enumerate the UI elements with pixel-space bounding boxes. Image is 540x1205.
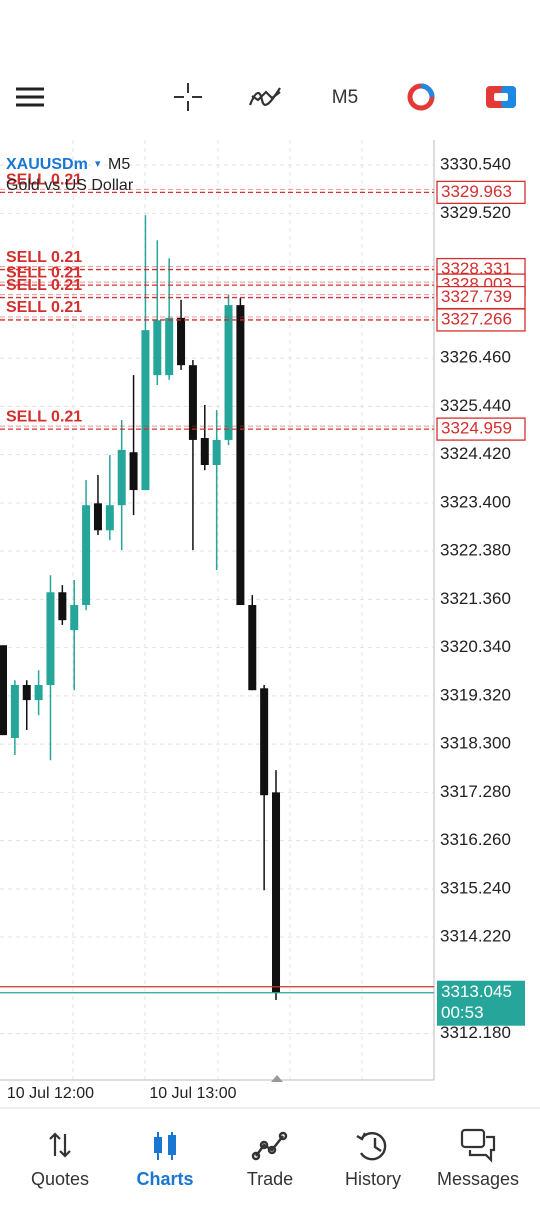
indicators-button[interactable] (248, 87, 281, 106)
symbol-dropdown[interactable]: ▾ (95, 158, 101, 170)
candle-body (153, 320, 162, 376)
candle-body (236, 305, 245, 606)
candle-body (165, 317, 174, 376)
candle-body (141, 330, 150, 491)
scroll-marker[interactable] (271, 1075, 283, 1082)
candle-body (188, 365, 197, 440)
menu-button[interactable] (16, 87, 44, 107)
candle-body (117, 449, 126, 506)
candle-body (34, 684, 43, 701)
current-price-label: 3313.045 (441, 982, 512, 1001)
candle-body (248, 605, 257, 691)
order-price-label: 3327.266 (441, 309, 512, 328)
trade-signals-button[interactable] (407, 83, 435, 111)
y-tick-label: 3329.520 (440, 203, 511, 222)
order-label: SELL 0.21 (6, 172, 82, 189)
order-label: SELL 0.21 (6, 299, 82, 316)
candle-body (0, 645, 7, 736)
one-click-button[interactable] (486, 86, 516, 108)
y-tick-label: 3317.280 (440, 782, 511, 801)
y-tick-label: 3322.380 (440, 541, 511, 560)
timeframe-button[interactable]: M5 (332, 87, 358, 108)
candle-body (177, 317, 186, 366)
order-price-label: 3324.959 (441, 419, 512, 438)
nav-label[interactable]: Trade (247, 1169, 293, 1189)
candle-body (200, 438, 209, 466)
candle-body (105, 505, 114, 531)
order-label: SELL 0.21 (6, 277, 82, 294)
candle-body (212, 439, 221, 466)
nav-label[interactable]: History (345, 1169, 401, 1189)
candle-body (58, 592, 67, 621)
x-tick-label: 10 Jul 13:00 (149, 1085, 236, 1102)
y-tick-label: 3320.340 (440, 637, 511, 656)
y-tick-label: 3312.180 (440, 1023, 511, 1042)
order-price-box (436, 308, 526, 332)
x-tick-label: 10 Jul 12:00 (7, 1085, 94, 1102)
charts-icon[interactable] (154, 1132, 176, 1160)
y-tick-label: 3321.360 (440, 589, 511, 608)
order-price-label: 3328.331 (441, 259, 512, 278)
order-price-box (436, 417, 526, 441)
y-tick-label: 3316.260 (440, 830, 511, 849)
current-price-box (437, 980, 525, 1026)
candle-body (260, 688, 269, 796)
nav-label[interactable]: Charts (136, 1169, 193, 1189)
y-tick-label: 3330.540 (440, 155, 511, 174)
quotes-icon[interactable] (49, 1132, 71, 1158)
candle-body (22, 684, 31, 701)
nav-label[interactable]: Quotes (31, 1169, 89, 1189)
symbol[interactable]: XAUUSDm (6, 156, 88, 173)
order-label: SELL 0.21 (6, 264, 82, 281)
y-tick-label: 3318.300 (440, 734, 511, 753)
candles (0, 215, 281, 1001)
messages-icon[interactable] (460, 1128, 496, 1163)
candle-body (10, 684, 19, 738)
plot-area (0, 140, 435, 1082)
candle-body (129, 452, 138, 491)
order-price-label: 3329.963 (441, 182, 512, 201)
y-tick-label: 3325.440 (440, 396, 511, 415)
nav-label[interactable]: Messages (437, 1169, 519, 1189)
candle-body (70, 605, 79, 631)
order-price-box (436, 180, 526, 205)
order-lines: SELL 0.21 3329.963 SELL 0.21 3328.331 SELL 0… (0, 172, 526, 1026)
candle-body (272, 792, 281, 993)
bar-countdown: 00:53 (441, 1003, 484, 1022)
order-label: SELL 0.21 (6, 249, 82, 266)
order-label: SELL 0.21 (6, 408, 82, 425)
axis-labels: 3330.540 3329.520 3326.460 3325.440 3324.420… (7, 155, 511, 1103)
history-icon[interactable] (356, 1132, 387, 1161)
symbol-description: Gold vs US Dollar (6, 177, 134, 194)
crosshair-button[interactable] (174, 83, 202, 111)
symbol-timeframe: M5 (108, 156, 130, 173)
candle-body (46, 592, 55, 685)
y-tick-label: 3319.320 (440, 685, 511, 704)
candle-body (224, 305, 233, 440)
order-price-label: 3327.739 (441, 287, 512, 306)
bottom-nav: Quotes Charts Trade History Messages (31, 1128, 519, 1189)
y-tick-label: 3324.420 (440, 444, 511, 463)
y-tick-label: 3326.460 (440, 348, 511, 367)
trade-icon[interactable] (251, 1131, 288, 1161)
y-tick-label: 3314.220 (440, 927, 511, 946)
candle-body (93, 503, 102, 531)
candle-body (82, 505, 91, 606)
y-tick-label: 3323.400 (440, 492, 511, 511)
toolbar: M5 (16, 83, 516, 111)
y-tick-label: 3315.240 (440, 878, 511, 897)
